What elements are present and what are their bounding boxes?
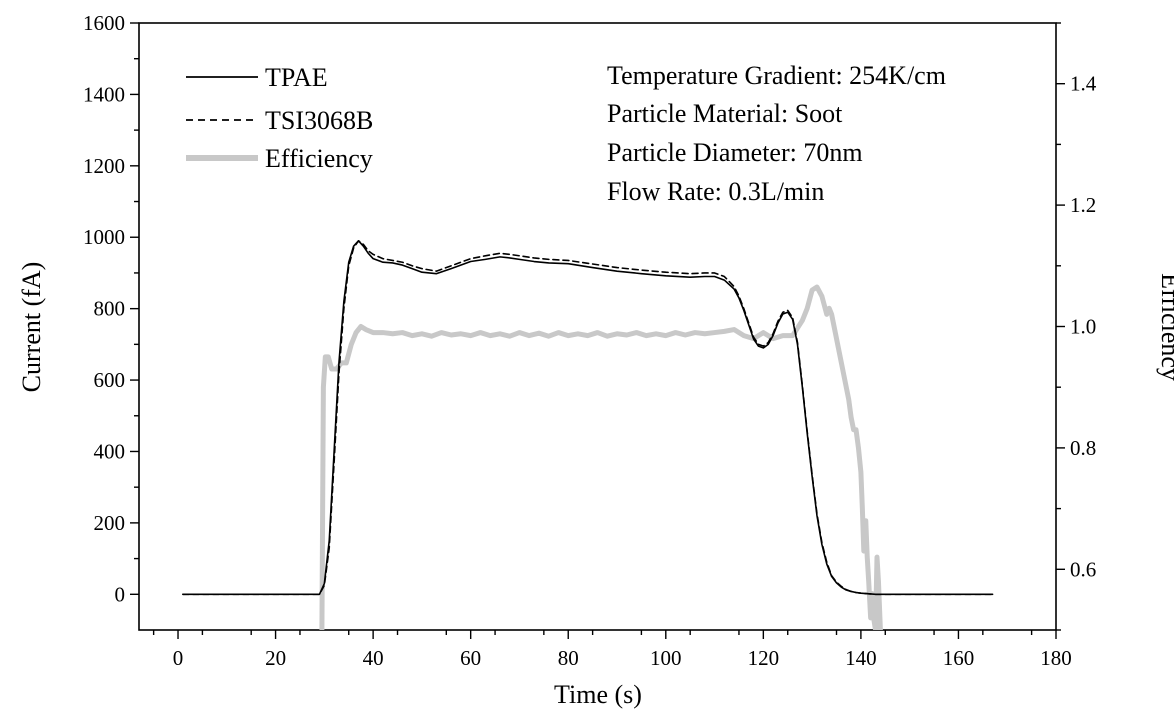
series-layer <box>182 240 994 630</box>
x-axis-ticks: 0 20 40 60 80 100 120 140 160 180 <box>152 630 1072 670</box>
x-tick-label: 20 <box>265 646 286 670</box>
series-line-efficiency <box>319 284 883 630</box>
x-axis-title: Time (s) <box>554 680 642 709</box>
y-axis-title: Current (fA) <box>17 262 46 393</box>
y-tick-label: 1600 <box>83 11 125 35</box>
x-tick-label: 120 <box>748 646 780 670</box>
y-tick-label: 1200 <box>83 154 125 178</box>
annotation-particle-diameter: Particle Diameter: 70nm <box>607 138 863 167</box>
legend: TPAE TSI3068B Efficiency <box>186 63 373 173</box>
x-tick-label: 100 <box>650 646 682 670</box>
y-axis-ticks: 0 200 400 600 800 1000 1200 1400 1600 <box>83 11 139 606</box>
y2-tick-label: 0.6 <box>1070 557 1096 581</box>
x-tick-label: 80 <box>558 646 579 670</box>
x-tick-label: 140 <box>845 646 877 670</box>
x-tick-label: 60 <box>460 646 481 670</box>
annotation-block: Temperature Gradient: 254K/cm Particle M… <box>607 61 946 206</box>
y-tick-label: 200 <box>94 511 126 535</box>
y-tick-label: 1400 <box>83 82 125 106</box>
y2-tick-label: 1.0 <box>1070 315 1096 339</box>
x-tick-label: 0 <box>173 646 184 670</box>
y-tick-label: 0 <box>115 582 126 606</box>
y2-tick-label: 1.4 <box>1070 72 1097 96</box>
y2-tick-label: 1.2 <box>1070 193 1096 217</box>
y-tick-label: 800 <box>94 297 126 321</box>
x-tick-label: 180 <box>1040 646 1072 670</box>
y-tick-label: 400 <box>94 439 126 463</box>
y2-axis-ticks: 0.6 0.8 1.0 1.2 1.4 <box>1056 22 1097 631</box>
y-tick-label: 1000 <box>83 225 125 249</box>
y2-tick-label: 0.8 <box>1070 436 1096 460</box>
y-tick-label: 600 <box>94 368 126 392</box>
y2-axis-title: Efficiency <box>1156 273 1174 381</box>
series-line-tpae <box>182 240 994 596</box>
annotation-temperature-gradient: Temperature Gradient: 254K/cm <box>607 61 946 90</box>
x-tick-label: 40 <box>363 646 384 670</box>
legend-label-tsi3068b: TSI3068B <box>265 106 373 135</box>
legend-label-tpae: TPAE <box>265 63 328 92</box>
legend-label-efficiency: Efficiency <box>265 144 373 173</box>
x-tick-label: 160 <box>943 646 975 670</box>
series-line-tsi3068b <box>182 240 994 596</box>
annotation-flow-rate: Flow Rate: 0.3L/min <box>607 177 824 206</box>
annotation-particle-material: Particle Material: Soot <box>607 99 843 128</box>
